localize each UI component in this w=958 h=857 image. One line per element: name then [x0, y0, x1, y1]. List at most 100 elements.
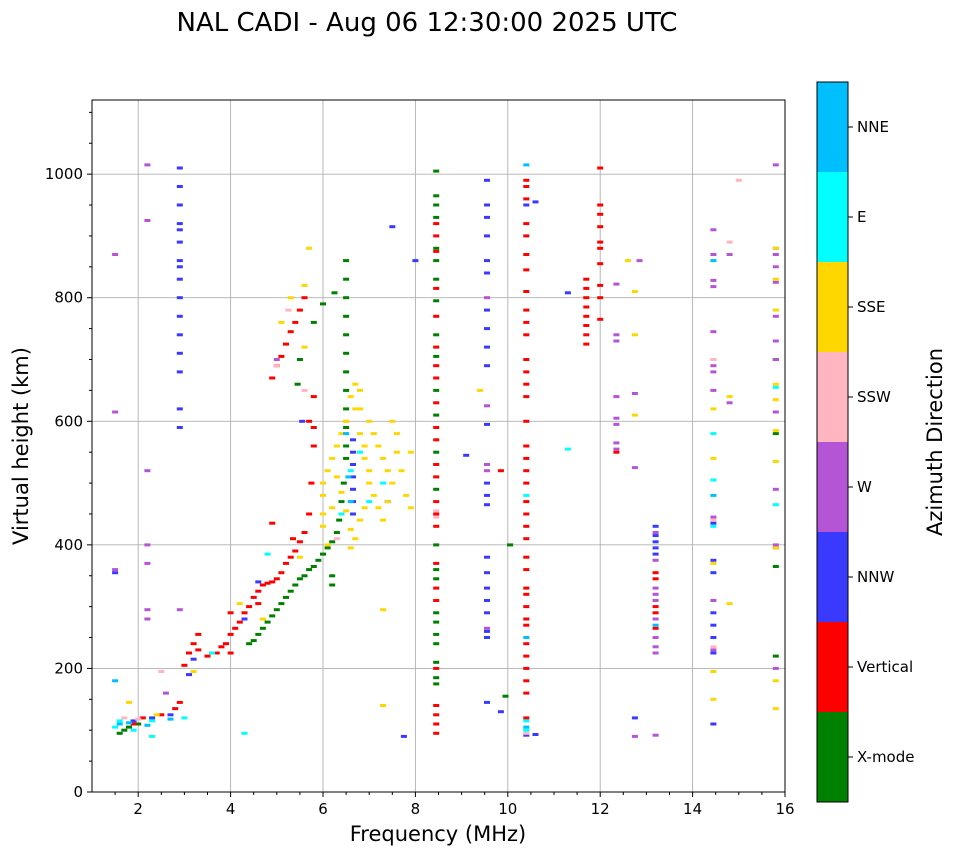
data-point-nnw	[710, 611, 717, 615]
data-point-w	[613, 447, 620, 451]
x-tick-label: 6	[318, 800, 328, 818]
data-point-nne	[144, 723, 151, 727]
data-point-w	[484, 469, 490, 473]
data-point-vertical	[523, 234, 530, 238]
data-point-sse	[772, 382, 779, 386]
data-point-nnw	[484, 629, 490, 633]
x-axis-label: Frequency (MHz)	[350, 822, 526, 846]
data-point-sse	[333, 444, 340, 448]
data-point-x-mode	[116, 731, 123, 735]
data-point-w	[484, 626, 490, 630]
data-point-w	[772, 666, 779, 670]
data-point-nne	[126, 721, 132, 725]
data-point-w	[772, 265, 779, 269]
data-point-sse	[278, 320, 285, 324]
data-point-ssw	[301, 388, 308, 392]
data-point-vertical	[652, 605, 659, 609]
x-tick-label: 8	[411, 800, 421, 818]
data-point-x-mode	[296, 577, 303, 581]
data-point-nnw	[484, 203, 490, 207]
data-point-vertical	[246, 605, 253, 609]
data-point-w	[772, 163, 779, 167]
x-tick-label: 4	[226, 800, 236, 818]
data-point-nnw	[710, 623, 717, 627]
colorbar-label-ssw: SSW	[857, 388, 891, 406]
data-point-sse	[389, 419, 396, 423]
data-point-vertical	[597, 203, 604, 207]
data-point-vertical	[523, 370, 530, 374]
data-point-sse	[631, 413, 638, 417]
data-point-vertical	[283, 561, 289, 565]
data-point-vertical	[523, 382, 530, 386]
colorbar-segment	[817, 622, 848, 712]
data-point-sse	[393, 450, 400, 454]
data-point-w	[710, 228, 717, 232]
data-point-x-mode	[269, 614, 276, 618]
data-point-vertical	[301, 296, 308, 300]
data-point-sse	[370, 493, 377, 497]
data-point-sse	[361, 456, 368, 460]
colorbar-segment	[817, 712, 848, 802]
data-point-w	[710, 515, 717, 519]
data-point-x-mode	[259, 626, 266, 630]
data-point-ssw	[158, 670, 165, 673]
data-point-ssw	[333, 537, 340, 541]
data-point-nnw	[484, 215, 490, 219]
data-point-nnw	[176, 203, 183, 207]
data-point-w	[652, 651, 659, 655]
y-tick-label: 800	[54, 289, 83, 307]
data-point-vertical	[283, 342, 289, 346]
data-point-x-mode	[343, 456, 350, 460]
data-point-vertical	[583, 342, 590, 346]
y-tick-label: 600	[54, 412, 83, 430]
data-point-vertical	[181, 663, 188, 667]
data-point-sse	[393, 432, 400, 436]
data-point-x-mode	[433, 611, 440, 615]
data-point-vertical	[583, 314, 590, 318]
data-point-vertical	[433, 345, 440, 349]
data-point-x-mode	[433, 246, 440, 250]
data-point-x-mode	[250, 639, 257, 643]
colorbar-label-w: W	[857, 478, 872, 496]
data-point-x-mode	[331, 291, 338, 295]
data-point-vertical	[296, 540, 303, 544]
colorbar-segment	[817, 442, 848, 532]
data-point-nnw	[484, 586, 490, 590]
data-point-vertical	[523, 691, 530, 695]
data-point-w	[726, 401, 733, 405]
x-tick-label: 14	[683, 800, 702, 818]
data-point-vertical	[597, 166, 604, 170]
data-point-w	[144, 617, 151, 621]
data-point-vertical	[176, 700, 183, 704]
data-point-e	[241, 731, 248, 735]
x-tick-label: 12	[591, 800, 610, 818]
data-point-w	[144, 561, 151, 565]
colorbar-frame	[816, 81, 849, 803]
data-point-sse	[338, 432, 345, 436]
data-point-sse	[380, 518, 387, 522]
data-point-nnw	[350, 487, 356, 491]
data-point-nnw	[190, 657, 197, 661]
data-point-vertical	[204, 654, 211, 658]
chart-title: NAL CADI - Aug 06 12:30:00 2025 UTC	[177, 8, 678, 38]
data-point-sse	[772, 398, 779, 402]
data-point-sse	[320, 512, 326, 516]
data-point-x-mode	[433, 413, 440, 417]
data-point-sse	[710, 561, 717, 565]
data-point-e	[366, 500, 373, 504]
data-point-x-mode	[433, 169, 440, 173]
data-point-sse	[772, 707, 779, 711]
data-point-w	[652, 586, 659, 590]
data-point-sse	[624, 259, 631, 263]
data-point-vertical	[433, 722, 440, 726]
data-point-x-mode	[294, 382, 301, 386]
data-point-vertical	[523, 500, 530, 504]
data-point-w	[726, 253, 733, 256]
data-point-x-mode	[273, 608, 280, 612]
data-point-vertical	[433, 731, 440, 735]
data-point-sse	[772, 277, 779, 281]
data-point-w	[710, 388, 717, 392]
data-point-w	[176, 608, 183, 612]
data-point-sse	[338, 490, 345, 494]
data-point-nnw	[652, 552, 659, 556]
